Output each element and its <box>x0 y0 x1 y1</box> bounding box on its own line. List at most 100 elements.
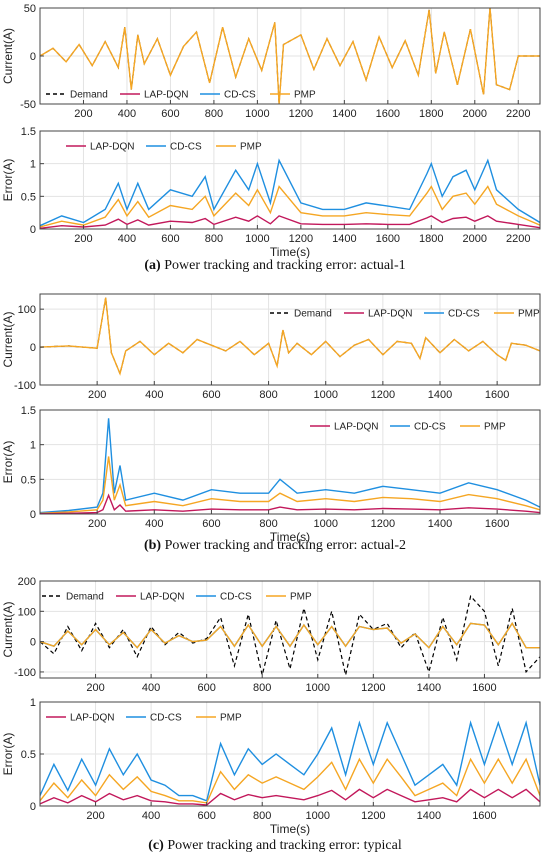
series-line-pmp <box>40 757 540 804</box>
x-tick-label: 2000 <box>463 233 487 245</box>
x-tick-label: 1200 <box>371 389 395 401</box>
x-tick-label: 1200 <box>361 810 385 822</box>
x-tick-label: 2200 <box>506 108 530 120</box>
series-line-cd-cs <box>40 720 540 802</box>
x-tick-label: 1000 <box>245 108 269 120</box>
series-line-lap-dqn <box>40 788 540 806</box>
x-tick-label: 1000 <box>313 389 337 401</box>
chart-c-error: 200 400 600 800 1000 1200 1400 1600 0 0.5 1 Error(A… <box>1 697 541 836</box>
x-tick-label: 800 <box>253 810 271 822</box>
x-tick-label: 1000 <box>313 518 337 530</box>
y-tick-label: -100 <box>14 380 36 392</box>
y-axis-label: Error(A) <box>1 441 15 484</box>
legend: Demand LAP-DQN CD-CS PMP <box>46 90 316 101</box>
chart-b-error: 200 400 600 800 1000 1200 1400 1600 0 0.5 1 1.5 Erro… <box>1 405 541 544</box>
y-tick-label: -50 <box>20 99 36 111</box>
x-tick-label: 800 <box>253 682 271 694</box>
x-tick-label: 1000 <box>245 233 269 245</box>
x-tick-label: 1400 <box>417 682 441 694</box>
x-tick-label: 600 <box>161 108 179 120</box>
series-line-pmp <box>40 297 540 376</box>
caption-text: Power tracking and tracking error: actua… <box>161 538 406 553</box>
legend-label-lap-dqn: LAP-DQN <box>70 713 114 724</box>
x-tick-label: 2200 <box>506 233 530 245</box>
legend: Demand LAP-DQN CD-CS PMP <box>42 592 312 603</box>
caption: (b) Power tracking and tracking error: a… <box>144 538 406 553</box>
x-tick-label: 200 <box>86 810 104 822</box>
x-axis-label: Time(s) <box>270 530 310 544</box>
y-tick-label: 1 <box>30 159 36 171</box>
y-axis-label: Error(A) <box>1 159 15 202</box>
series-line-pmp <box>40 8 540 104</box>
chart-b-current: 200 400 600 800 1000 1200 1400 1600 -100 0 100Curr… <box>1 293 541 401</box>
y-tick-label: 100 <box>18 304 36 316</box>
caption-label: (b) <box>144 538 161 553</box>
legend-label-cd-cs: CD-CS <box>170 142 202 153</box>
x-tick-label: 1400 <box>428 518 452 530</box>
legend-label-cd-cs: CD-CS <box>414 422 446 433</box>
legend-label-pmp: PMP <box>290 592 312 603</box>
chart-a-error: 200 400 600 800 1000 1200 1400 1600 1800 2000 2200… <box>1 126 541 259</box>
x-tick-label: 1600 <box>485 518 509 530</box>
x-tick-label: 800 <box>259 518 277 530</box>
plot-frame <box>39 293 541 386</box>
legend: LAP-DQN CD-CS PMP <box>310 422 506 433</box>
series-line-pmp <box>40 456 540 514</box>
legend: LAP-DQN CD-CS PMP <box>66 142 262 153</box>
x-tick-label: 1800 <box>419 108 443 120</box>
caption: (c) Power tracking and tracking error: t… <box>148 838 402 853</box>
plot-frame <box>39 130 541 230</box>
y-axis-label: Current(A) <box>1 28 15 84</box>
x-tick-label: 1600 <box>472 810 496 822</box>
x-tick-label: 1200 <box>289 108 313 120</box>
x-tick-label: 1400 <box>332 108 356 120</box>
series-line-cd-cs <box>40 158 540 227</box>
legend-label-lap-dqn: LAP-DQN <box>140 592 184 603</box>
plot-area <box>40 581 540 678</box>
legend-label-cd-cs: CD-CS <box>448 309 480 320</box>
x-tick-label: 400 <box>145 518 163 530</box>
series-line-pmp <box>40 185 540 228</box>
y-tick-label: 200 <box>18 576 36 588</box>
legend: LAP-DQN CD-CS PMP <box>46 713 242 724</box>
x-tick-label: 1600 <box>472 682 496 694</box>
legend-label-pmp: PMP <box>220 713 242 724</box>
x-tick-label: 200 <box>74 108 92 120</box>
legend-label-cd-cs: CD-CS <box>220 592 252 603</box>
y-tick-label: 0 <box>30 224 36 236</box>
legend-label-cd-cs: CD-CS <box>150 713 182 724</box>
y-tick-label: 0 <box>30 637 36 649</box>
y-tick-label: 1.5 <box>21 126 36 138</box>
plot-frame <box>39 409 541 515</box>
legend-label-demand: Demand <box>70 90 108 101</box>
x-tick-label: 200 <box>88 518 106 530</box>
plot-area <box>40 131 540 229</box>
x-tick-label: 400 <box>142 682 160 694</box>
legend-label-cd-cs: CD-CS <box>224 90 256 101</box>
x-tick-label: 1600 <box>485 389 509 401</box>
caption-text: Power tracking and tracking error: typic… <box>164 838 402 853</box>
y-tick-label: 0 <box>30 801 36 813</box>
x-tick-label: 1400 <box>428 389 452 401</box>
x-tick-label: 800 <box>259 389 277 401</box>
x-tick-label: 200 <box>74 233 92 245</box>
caption-text: Power tracking and tracking error: actua… <box>161 258 406 273</box>
legend-label-pmp: PMP <box>240 142 262 153</box>
legend-label-demand: Demand <box>66 592 104 603</box>
y-tick-label: 1 <box>30 697 36 709</box>
y-tick-label: 0.5 <box>21 191 36 203</box>
x-tick-label: 1600 <box>376 233 400 245</box>
y-tick-label: 1 <box>30 440 36 452</box>
legend: Demand LAP-DQN CD-CS PMP <box>270 309 540 320</box>
plot-frame <box>39 580 541 679</box>
x-tick-label: 1400 <box>417 810 441 822</box>
y-tick-label: 0.5 <box>21 749 36 761</box>
legend-label-pmp: PMP <box>294 90 316 101</box>
y-axis-label: Current(A) <box>1 601 15 657</box>
y-tick-label: 100 <box>18 606 36 618</box>
legend-label-pmp: PMP <box>484 422 506 433</box>
caption: (a) Power tracking and tracking error: a… <box>144 258 405 273</box>
x-tick-label: 1000 <box>306 682 330 694</box>
y-tick-label: 50 <box>24 3 36 15</box>
